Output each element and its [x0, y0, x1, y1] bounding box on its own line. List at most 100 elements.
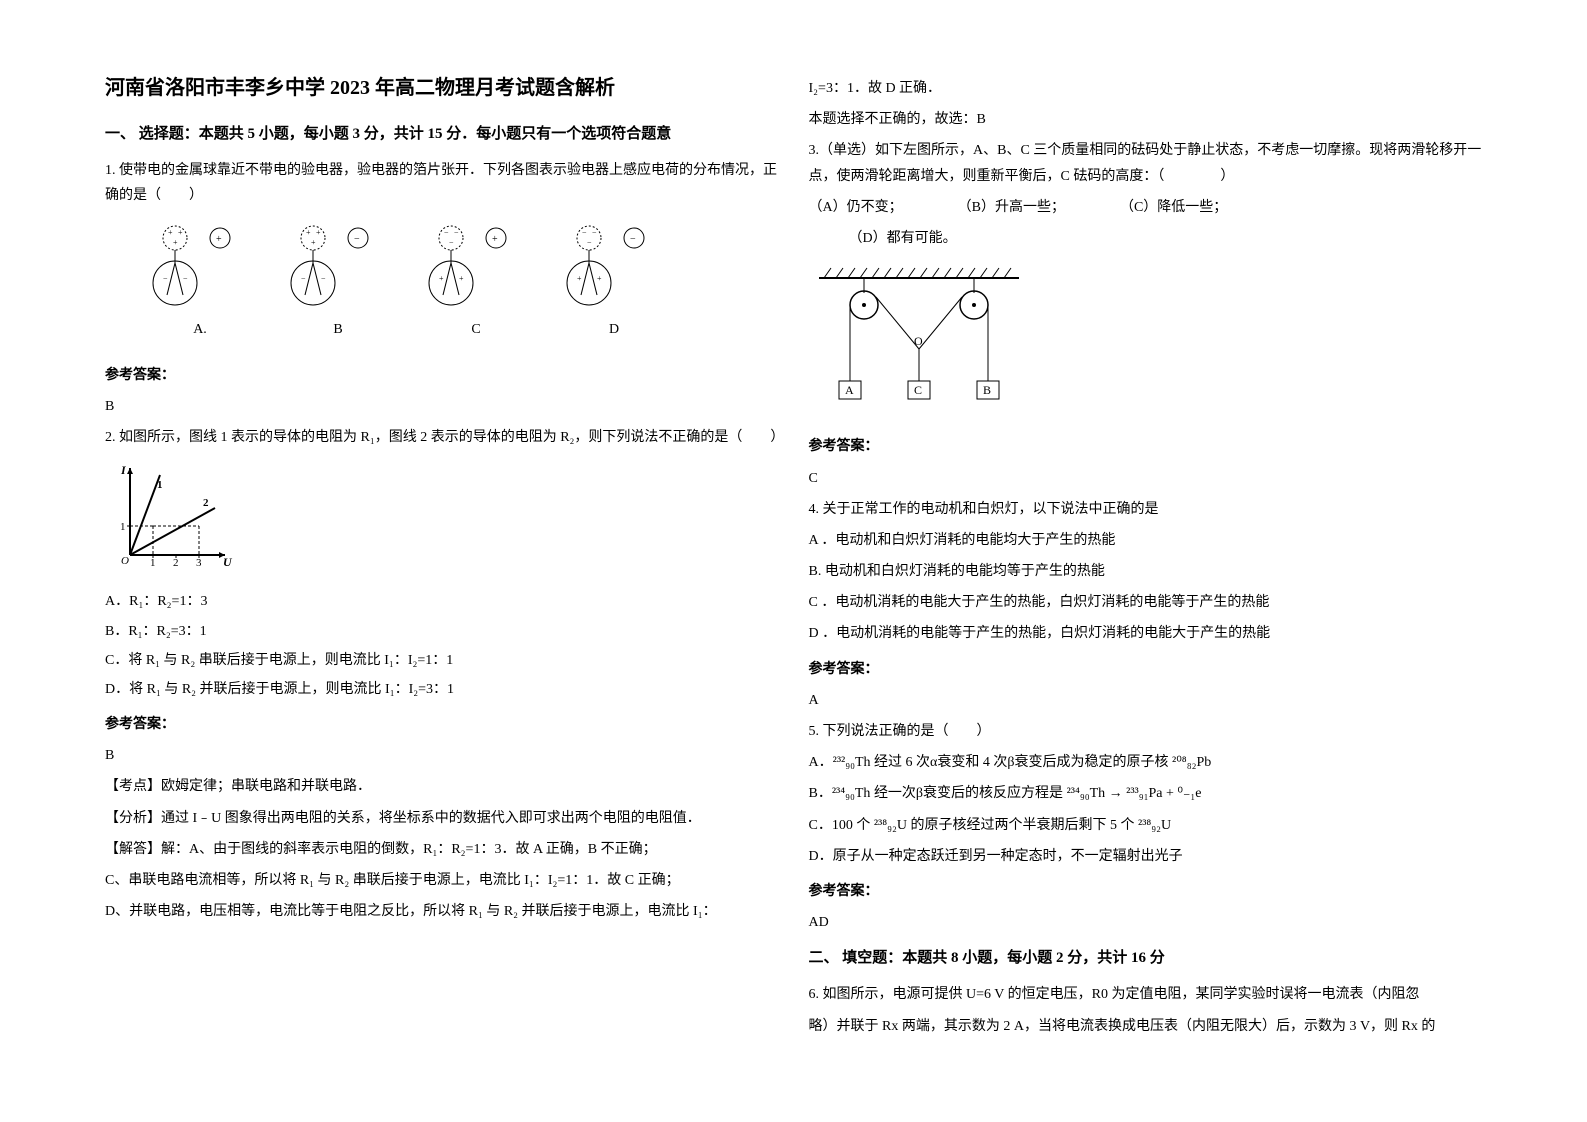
electroscope-icon: ++ + − −− — [283, 223, 393, 313]
q3-answer: C — [809, 466, 1483, 491]
electroscope-figures: ++ + + −− A. ++ + − — [145, 223, 779, 342]
q2-exp2: 【分析】通过 I﹣U 图象得出两电阻的关系，将坐标系中的数据代入即可求出两个电阻… — [105, 806, 779, 831]
svg-text:2: 2 — [203, 497, 209, 509]
iv-graph: I U 1 1 2 3 1 2 O — [115, 460, 779, 579]
fig-A: ++ + + −− A. — [145, 223, 255, 342]
q5-answer-label: 参考答案： — [809, 879, 1483, 904]
svg-text:+: + — [173, 238, 178, 247]
svg-text:1: 1 — [157, 479, 163, 491]
q5-optB: B．²³⁴₉₀Th 经一次β衰变后的核反应方程是 ²³⁴₉₀Th → ²³³₉₁… — [809, 781, 1483, 806]
q1-stem: 1. 使带电的金属球靠近不带电的验电器，验电器的箔片张开．下列各图表示验电器上感… — [105, 158, 779, 208]
q5-optC: C．100 个 ²³⁸₉₂U 的原子核经过两个半衰期后剩下 5 个 ²³⁸₉₂U — [809, 813, 1483, 838]
svg-text:+: + — [492, 234, 498, 245]
q2-exp4: C、串联电路电流相等，所以将 R₁ 与 R₂ 串联后接于电源上，电流比 I₁：I… — [105, 868, 779, 893]
q4-optC: C ．电动机消耗的电能大于产生的热能，白炽灯消耗的电能等于产生的热能 — [809, 590, 1483, 615]
pulley-icon: A B O C — [809, 263, 1039, 413]
svg-text:+: + — [216, 234, 222, 245]
q2-answer-label: 参考答案： — [105, 712, 779, 737]
q2-optC: C．将 R₁ 与 R₂ 串联后接于电源上，则电流比 I₁：I₂=1：1 — [105, 648, 779, 673]
q2-exp5: D、并联电路，电压相等，电流比等于电阻之反比，所以将 R₁ 与 R₂ 并联后接于… — [105, 899, 779, 924]
svg-text:O: O — [121, 555, 129, 567]
fig-C: −− − + + + C — [421, 223, 531, 342]
section1-heading: 一、 选择题：本题共 5 小题，每小题 3 分，共计 15 分．每小题只有一个选… — [105, 121, 779, 148]
fig-C-label: C — [471, 317, 480, 342]
q1-answer-label: 参考答案： — [105, 363, 779, 388]
electroscope-icon: −− − − ++ — [559, 223, 669, 313]
electroscope-icon: −− − + + + — [421, 223, 531, 313]
svg-text:−: − — [630, 234, 636, 245]
svg-text:−: − — [592, 228, 597, 237]
svg-text:+: + — [306, 228, 311, 237]
svg-text:−: − — [354, 234, 360, 245]
pulley-diagram: A B O C — [809, 263, 1483, 422]
q4-answer: A — [809, 688, 1483, 713]
svg-text:U: U — [223, 555, 233, 569]
svg-text:−: − — [183, 274, 188, 283]
q3-answer-label: 参考答案： — [809, 434, 1483, 459]
q4-stem: 4. 关于正常工作的电动机和白炽灯，以下说法中正确的是 — [809, 497, 1483, 522]
q5-answer: AD — [809, 910, 1483, 935]
q4-answer-label: 参考答案： — [809, 657, 1483, 682]
q2-optA: A．R₁：R₂=1：3 — [105, 589, 779, 614]
svg-text:−: − — [454, 228, 459, 237]
svg-text:−: − — [582, 228, 587, 237]
iv-graph-icon: I U 1 1 2 3 1 2 O — [115, 460, 235, 570]
svg-text:3: 3 — [196, 557, 202, 569]
q4-optD: D ．电动机消耗的电能等于产生的热能，白炽灯消耗的电能大于产生的热能 — [809, 621, 1483, 646]
svg-text:+: + — [316, 228, 321, 237]
svg-text:C: C — [914, 383, 922, 397]
svg-text:I: I — [120, 463, 127, 477]
q2-stem: 2. 如图所示，图线 1 表示的导体的电阻为 R₁，图线 2 表示的导体的电阻为… — [105, 425, 779, 450]
q2-optD: D．将 R₁ 与 R₂ 并联后接于电源上，则电流比 I₁：I₂=3：1 — [105, 677, 779, 702]
q3-optC: （C）降低一些； — [1120, 195, 1227, 220]
q3-optB: （B）升高一些； — [958, 195, 1065, 220]
q5-stem: 5. 下列说法正确的是（ ） — [809, 719, 1483, 744]
q3-options-inline: （A）仍不变； （B）升高一些； （C）降低一些； — [809, 195, 1483, 220]
q3-optD: （D）都有可能。 — [849, 226, 1483, 251]
svg-text:−: − — [301, 274, 306, 283]
q6-line2: 略）并联于 Rx 两端，其示数为 2 A，当将电流表换成电压表（内阻无限大）后，… — [809, 1014, 1483, 1039]
q5-optD: D．原子从一种定态跃迁到另一种定态时，不一定辐射出光子 — [809, 844, 1483, 869]
svg-text:−: − — [444, 228, 449, 237]
q1-answer: B — [105, 394, 779, 419]
fig-D: −− − − ++ D — [559, 223, 669, 342]
fig-B-label: B — [333, 317, 342, 342]
svg-text:+: + — [597, 274, 602, 283]
svg-text:+: + — [311, 238, 316, 247]
q5-optA: A．²³²₉₀Th 经过 6 次α衰变和 4 次β衰变后成为稳定的原子核 ²⁰⁸… — [809, 750, 1483, 775]
q2-answer: B — [105, 743, 779, 768]
fig-D-label: D — [609, 317, 619, 342]
fig-A-label: A. — [193, 317, 207, 342]
svg-text:1: 1 — [150, 557, 156, 569]
left-column: 河南省洛阳市丰李乡中学 2023 年高二物理月考试题含解析 一、 选择题：本题共… — [90, 70, 794, 1052]
q2-exp1: 【考点】欧姆定律；串联电路和并联电路． — [105, 774, 779, 799]
svg-text:+: + — [439, 274, 444, 283]
svg-text:+: + — [168, 228, 173, 237]
svg-text:+: + — [577, 274, 582, 283]
svg-text:+: + — [459, 274, 464, 283]
svg-text:2: 2 — [173, 557, 179, 569]
q2-exp-cont2: 本题选择不正确的，故选：B — [809, 107, 1483, 132]
q3-stem: 3.（单选）如下左图所示，A、B、C 三个质量相同的砝码处于静止状态，不考虑一切… — [809, 138, 1483, 188]
svg-text:−: − — [587, 238, 592, 247]
svg-text:−: − — [163, 274, 168, 283]
q4-optA: A ．电动机和白炽灯消耗的电能均大于产生的热能 — [809, 528, 1483, 553]
q2-options: A．R₁：R₂=1：3 B．R₁：R₂=3：1 C．将 R₁ 与 R₂ 串联后接… — [105, 589, 779, 702]
svg-text:+: + — [178, 228, 183, 237]
svg-text:−: − — [321, 274, 326, 283]
q4-optB: B. 电动机和白炽灯消耗的电能均等于产生的热能 — [809, 559, 1483, 584]
svg-text:−: − — [449, 238, 454, 247]
q3-optA: （A）仍不变； — [809, 195, 903, 220]
svg-text:A: A — [845, 383, 854, 397]
q2-optB: B．R₁：R₂=3：1 — [105, 619, 779, 644]
right-column: I₂=3：1．故 D 正确． 本题选择不正确的，故选：B 3.（单选）如下左图所… — [794, 70, 1498, 1052]
electroscope-icon: ++ + + −− — [145, 223, 255, 313]
svg-text:1: 1 — [120, 521, 126, 533]
exam-title: 河南省洛阳市丰李乡中学 2023 年高二物理月考试题含解析 — [105, 70, 779, 106]
fig-B: ++ + − −− B — [283, 223, 393, 342]
q2-exp-cont1: I₂=3：1．故 D 正确． — [809, 76, 1483, 101]
section2-heading: 二、 填空题：本题共 8 小题，每小题 2 分，共计 16 分 — [809, 945, 1483, 972]
q6-line1: 6. 如图所示，电源可提供 U=6 V 的恒定电压，R0 为定值电阻，某同学实验… — [809, 982, 1483, 1007]
q2-exp3: 【解答】解：A、由于图线的斜率表示电阻的倒数，R₁：R₂=1：3．故 A 正确，… — [105, 837, 779, 862]
svg-text:B: B — [983, 383, 991, 397]
